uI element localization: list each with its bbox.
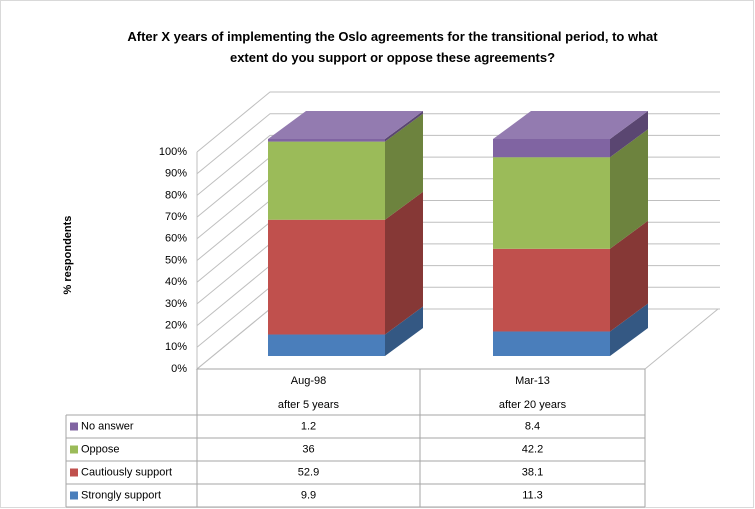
y-tick-label: 0% — [171, 363, 187, 375]
legend-swatch — [70, 445, 78, 454]
bar-side — [385, 191, 423, 335]
y-tick-label: 70% — [165, 211, 187, 223]
bar-side — [385, 111, 423, 142]
bar-side — [385, 306, 423, 356]
grid-line — [196, 91, 720, 153]
bar-top — [493, 111, 648, 139]
bar-side — [610, 111, 648, 158]
bar-segment — [493, 157, 610, 249]
legend-swatch — [70, 491, 78, 500]
bar-segment — [268, 334, 385, 356]
y-tick-label: 30% — [165, 298, 187, 310]
table-value: 1.2 — [301, 420, 316, 432]
y-tick-label: 10% — [165, 341, 187, 353]
table-value: 38.1 — [522, 466, 543, 478]
y-tick-label: 80% — [165, 189, 187, 201]
bar-top — [268, 111, 423, 139]
table-value: 36 — [302, 443, 314, 455]
bar-segment — [493, 248, 610, 332]
bar-segment — [268, 141, 385, 220]
x-tick-label: Aug-98 — [291, 375, 326, 387]
table-value: 42.2 — [522, 443, 543, 455]
legend-label: Strongly support — [81, 489, 161, 501]
x-tick-sublabel: after 20 years — [499, 399, 567, 411]
legend-label: No answer — [81, 420, 134, 432]
bar-side — [610, 220, 648, 332]
y-tick-label: 60% — [165, 233, 187, 245]
x-tick-sublabel: after 5 years — [278, 399, 340, 411]
y-tick-label: 40% — [165, 276, 187, 288]
bar-segment — [268, 139, 385, 142]
bar-side — [610, 129, 648, 249]
bar-segment — [268, 219, 385, 335]
legend-label: Oppose — [81, 443, 120, 455]
bar-segment — [493, 139, 610, 158]
y-tick-label: 50% — [165, 254, 187, 266]
y-axis-label: % respondents — [62, 216, 74, 295]
y-tick-label: 90% — [165, 168, 187, 180]
legend-swatch — [70, 422, 78, 431]
legend-swatch — [70, 468, 78, 477]
bar-side — [610, 303, 648, 356]
x-tick-label: Mar-13 — [515, 375, 550, 387]
chart-title: After X years of implementing the Oslo a… — [127, 29, 658, 65]
table-value: 11.3 — [522, 489, 543, 501]
y-tick-label: 20% — [165, 320, 187, 332]
table-value: 52.9 — [298, 466, 319, 478]
y-tick-label: 100% — [159, 146, 187, 158]
bar-segment — [493, 331, 610, 356]
legend-label: Cautiously support — [81, 466, 172, 478]
table-value: 9.9 — [301, 489, 316, 501]
table-value: 8.4 — [525, 420, 540, 432]
bar-side — [385, 113, 423, 220]
